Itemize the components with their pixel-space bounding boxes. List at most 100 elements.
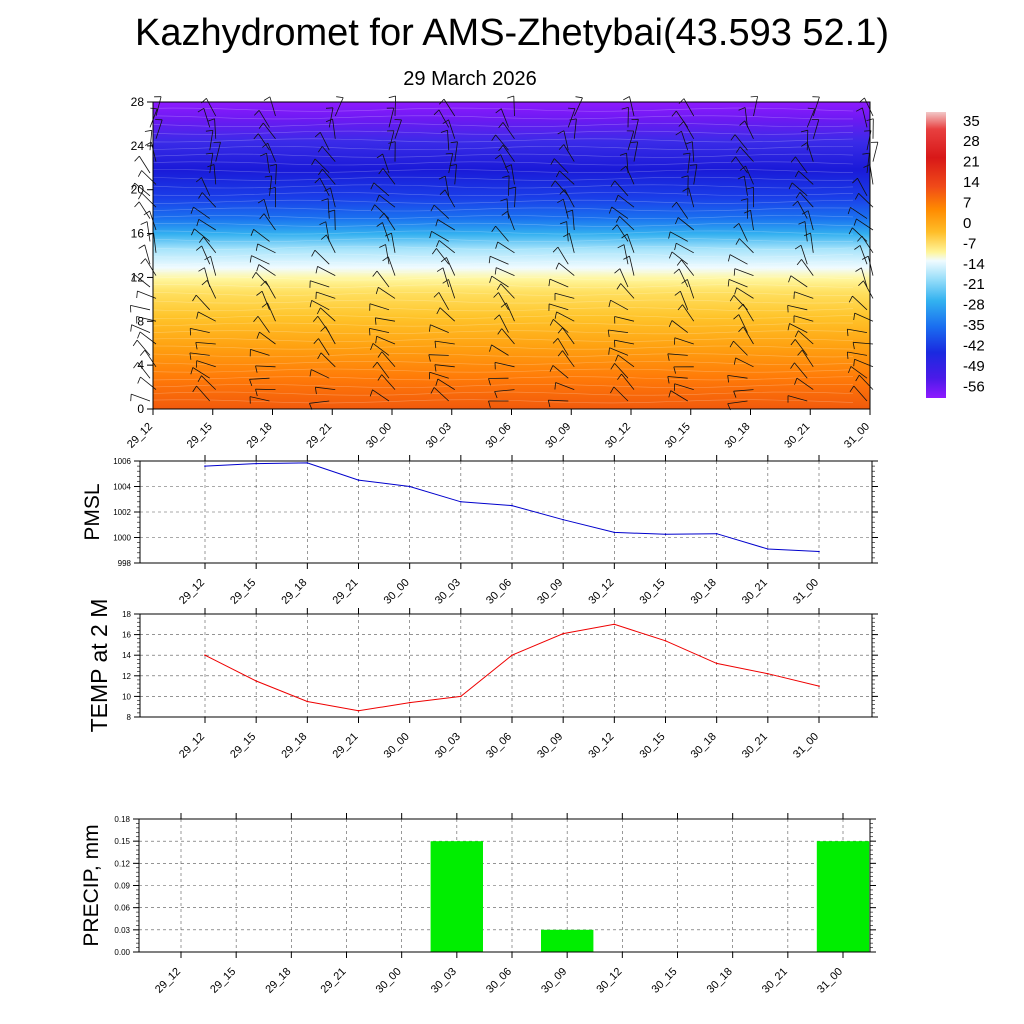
wind-barb-feather	[853, 359, 855, 367]
wind-barb-feather	[733, 391, 737, 398]
wind-barb-feather	[131, 182, 135, 190]
wind-barb	[197, 311, 216, 322]
wind-barb	[497, 241, 515, 254]
wind-barb-feather	[620, 165, 627, 171]
wind-barb	[378, 194, 396, 208]
wind-barb	[447, 130, 450, 151]
wind-barb	[864, 97, 874, 117]
wind-barb-feather	[133, 362, 139, 369]
temp-data-point	[306, 700, 309, 703]
wind-barb-feather	[198, 236, 204, 243]
wind-barb	[372, 343, 390, 356]
y-tick-label: 1006	[113, 457, 131, 466]
wind-barb-feather	[440, 257, 447, 263]
contour-line	[152, 245, 854, 250]
pmsl-data-point	[818, 550, 820, 553]
wind-barb	[733, 389, 754, 392]
wind-barb-feather	[258, 122, 264, 129]
wind-barb	[141, 192, 157, 208]
wind-barb-feather	[198, 192, 203, 199]
wind-barb	[138, 155, 151, 174]
pmsl-data-point	[357, 479, 360, 481]
x-tick-label: 30_09	[543, 421, 573, 451]
wind-barb-feather	[678, 98, 685, 104]
wind-barb	[376, 361, 390, 379]
wind-barb	[250, 349, 270, 356]
wind-barb-feather	[667, 376, 670, 384]
wind-barb	[744, 120, 754, 139]
x-tick-label: 30_06	[484, 966, 514, 996]
x-tick-label: 30_09	[535, 731, 565, 761]
wind-barb	[633, 141, 639, 162]
wind-barb-feather	[431, 248, 437, 255]
wind-barb-feather	[615, 354, 619, 362]
wind-barb-feather	[555, 170, 560, 178]
precip-bar	[430, 841, 483, 952]
wind-barb	[266, 153, 270, 174]
wind-barb	[670, 231, 688, 242]
wind-barb-feather	[190, 367, 194, 375]
wind-barb	[491, 275, 509, 288]
x-tick-label: 29_18	[245, 421, 275, 451]
wind-barb	[131, 324, 151, 333]
wind-barb	[787, 305, 808, 311]
wind-barb-feather	[608, 300, 611, 308]
wind-barb-feather	[137, 331, 141, 339]
wind-barb	[434, 340, 455, 345]
wind-barb	[806, 142, 814, 162]
wind-barb	[431, 230, 449, 242]
wind-barb	[267, 142, 276, 162]
wind-barb	[674, 337, 694, 345]
x-tick-label: 30_18	[705, 966, 735, 996]
colorbar: 35 28 21 14 7 0 -7 -14 -21 -28 -35 -42 -49 -56	[926, 112, 985, 398]
contour-line	[152, 353, 854, 358]
wind-barb	[852, 227, 868, 242]
wind-barb-feather	[617, 244, 625, 249]
x-tick-label: 30_06	[484, 421, 514, 451]
wind-barb-feather	[317, 146, 323, 153]
wind-barb	[448, 279, 456, 299]
wind-barb-feather	[729, 295, 735, 302]
wind-barb-feather	[794, 170, 799, 178]
wind-barb	[446, 257, 456, 276]
wind-barb	[267, 302, 276, 322]
wind-barb-feather	[681, 175, 689, 178]
wind-barb	[257, 243, 276, 254]
wind-barb	[189, 352, 210, 356]
wind-barb	[859, 374, 874, 390]
wind-barb	[498, 292, 509, 311]
wind-barb-feather	[325, 107, 334, 109]
wind-barb-feather	[439, 189, 446, 195]
x-tick-label: 29_21	[331, 577, 361, 607]
wind-barb	[853, 385, 868, 402]
pmsl-frame	[139, 460, 873, 564]
wind-barb-feather	[846, 329, 849, 337]
wind-barb-feather	[256, 290, 263, 296]
wind-barb-feather	[440, 129, 448, 133]
wind-barb	[388, 107, 395, 128]
pmsl-data-point	[204, 465, 206, 467]
contour-line	[152, 130, 854, 135]
cross-section-panel: 0 4 8 12 16 20 24 28 29_12 29_15 29_18 29_21 30_00 30…	[125, 95, 879, 451]
wind-barb	[150, 142, 157, 162]
y-tick-label: 8	[127, 713, 132, 722]
wind-barb-feather	[429, 324, 431, 332]
x-tick-label: 30_12	[586, 731, 616, 761]
wind-barb	[681, 131, 689, 151]
temp-data-point	[255, 680, 257, 682]
wind-barb-feather	[557, 327, 563, 334]
wind-barb	[629, 256, 635, 276]
wind-barb	[434, 364, 455, 368]
wind-barb	[136, 339, 151, 356]
wind-barb	[549, 278, 569, 288]
wind-barb-feather	[320, 234, 327, 240]
wind-barb-feather	[134, 155, 140, 162]
wind-barb-feather	[379, 212, 385, 219]
wind-barb	[629, 96, 635, 117]
wind-barb-feather	[798, 221, 806, 225]
wind-barb-feather	[250, 229, 254, 236]
wind-barb-feather	[268, 186, 276, 190]
colorbar-label: -49	[963, 358, 985, 375]
wind-barb	[500, 108, 509, 128]
wind-barb-feather	[565, 209, 573, 213]
